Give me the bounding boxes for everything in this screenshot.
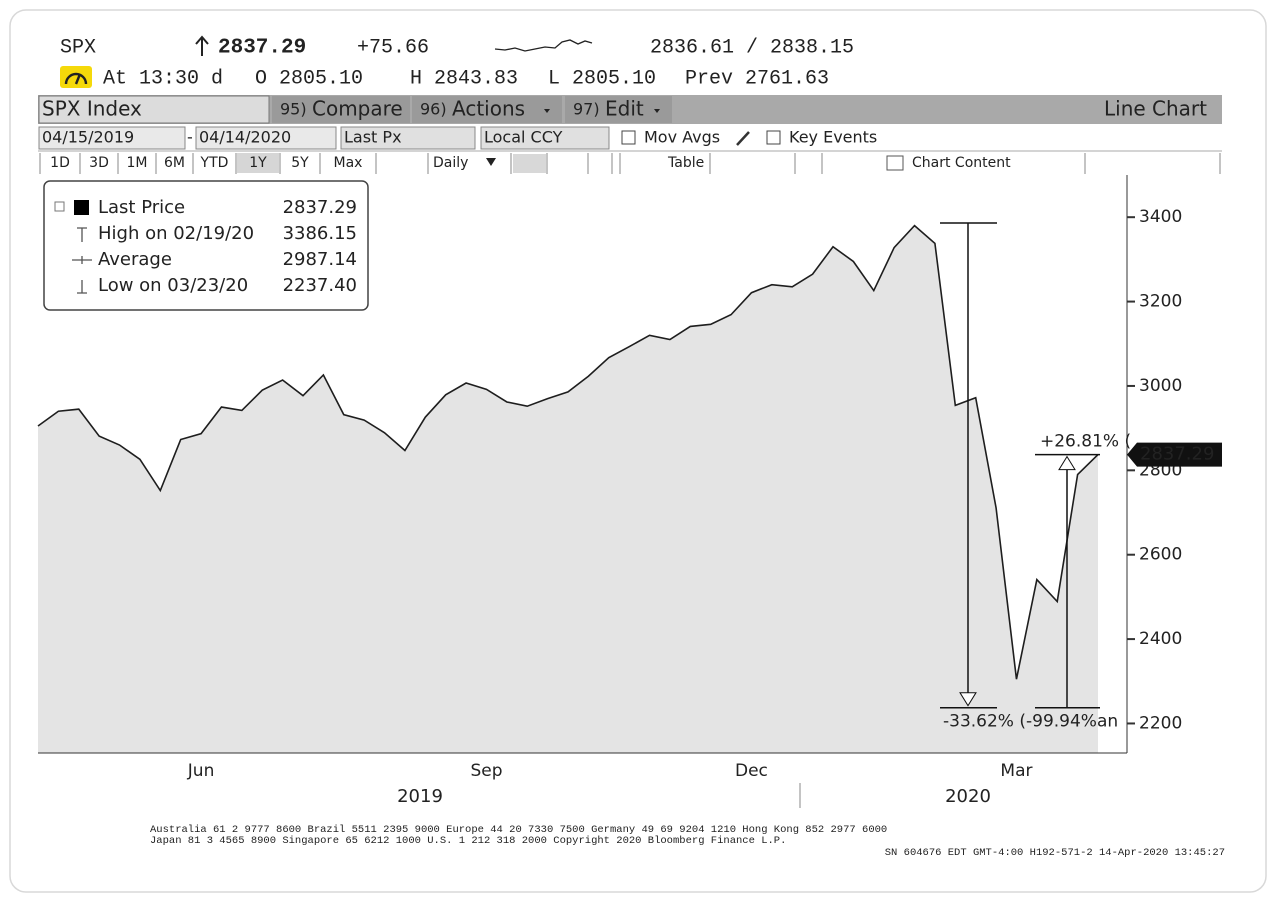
last-price-label: 2837.29 [1140, 444, 1214, 465]
table-button[interactable]: Table [667, 155, 704, 171]
legend-value: 3386.15 [283, 223, 357, 244]
menu-button[interactable] [565, 96, 672, 123]
year-label: 2020 [945, 786, 991, 807]
option: Mov Avgs [644, 128, 720, 147]
menu-label: Edit [605, 97, 644, 121]
time: At 13:30 d [103, 67, 223, 90]
currency: Local CCY [484, 128, 563, 147]
period-button[interactable]: 1D [50, 155, 70, 171]
chart-content-button[interactable]: Chart Content [912, 155, 1011, 171]
period-button[interactable]: YTD [200, 155, 229, 171]
x-tick-label: Sep [470, 761, 502, 781]
menu-label: Compare [312, 97, 403, 121]
y-tick-label: 2600 [1139, 545, 1182, 565]
dropdown-arrow [486, 158, 496, 166]
option: Key Events [789, 128, 877, 147]
legend [43, 180, 369, 311]
date-separator: - [187, 128, 193, 147]
change: +75.66 [357, 36, 429, 59]
end-date: 04/14/2020 [199, 128, 291, 147]
menu-number: 96) [420, 100, 447, 119]
legend-label: Low on 03/23/20 [98, 275, 248, 296]
status-icon [60, 66, 92, 88]
x-tick-label: Mar [1000, 761, 1032, 781]
y-tick-label: 3000 [1139, 376, 1182, 396]
legend-swatch [74, 200, 89, 215]
area [38, 225, 1098, 753]
period-button[interactable]: 5Y [291, 155, 309, 171]
period-button[interactable]: 3D [89, 155, 109, 171]
period-selected [237, 153, 279, 173]
chart-icon [886, 155, 904, 171]
pencil-icon [736, 131, 750, 146]
period-button[interactable]: 6M [164, 155, 185, 171]
period-button[interactable]: 1Y [249, 155, 267, 171]
legend-value: 2987.14 [283, 249, 357, 270]
checkbox[interactable] [621, 130, 636, 145]
dropdown-arrow [654, 109, 660, 113]
legend-value: 2237.40 [283, 275, 357, 296]
gauge [64, 72, 88, 85]
annotation: -33.62% (-99.94%an [943, 712, 1118, 732]
security: SPX Index [42, 97, 142, 121]
menu-label: Actions [452, 97, 525, 121]
end-date-field[interactable] [195, 126, 337, 150]
y-tick-label: 3400 [1139, 207, 1182, 227]
field: Last Px [344, 128, 402, 147]
period-button[interactable]: Max [334, 155, 363, 171]
legend-label: Last Price [98, 197, 185, 218]
y-tick-label: 2400 [1139, 629, 1182, 649]
year-label: 2019 [397, 786, 443, 807]
up-arrow [195, 35, 209, 56]
last-price-tag [1127, 442, 1222, 467]
prev-close: Prev 2761.63 [685, 67, 829, 90]
legend-icons [72, 227, 92, 294]
collapse-icon [54, 201, 65, 212]
x-tick-label: Dec [735, 761, 768, 781]
arrow-head [959, 692, 977, 707]
frequency[interactable]: Daily [433, 155, 468, 171]
high: H 2843.83 [410, 67, 518, 90]
x-tick-label: Jun [187, 761, 215, 781]
menu-number: 97) [573, 100, 600, 119]
last-price: 2837.29 [218, 37, 306, 60]
footer-line: SN 604676 EDT GMT-4:00 H192-571-2 14-Apr… [885, 847, 1225, 859]
start-date-field[interactable] [38, 126, 186, 150]
disabled-field [513, 154, 546, 173]
checkbox[interactable] [766, 130, 781, 145]
settings-row: 04/15/2019 - 04/14/2020 Last Px Local CC… [38, 126, 877, 150]
y-tick-label: 3200 [1139, 292, 1182, 312]
legend-value: 2837.29 [283, 197, 357, 218]
open: O 2805.10 [255, 67, 363, 90]
arrow-head [1058, 455, 1076, 471]
menu-button[interactable] [272, 96, 410, 123]
menu-number: 95) [280, 100, 307, 119]
chart-kind: Line Chart [1104, 97, 1207, 121]
footer-line: Australia 61 2 9777 8600 Brazil 5511 239… [150, 824, 887, 836]
y-tick-label: 2200 [1139, 713, 1182, 733]
dropdown-arrow [544, 109, 550, 113]
security-field[interactable] [38, 95, 270, 124]
menu-button[interactable] [412, 96, 562, 123]
period-button[interactable]: 1M [127, 155, 148, 171]
ticker: SPX [60, 36, 96, 59]
annotation: +26.81% ( [1040, 432, 1131, 452]
price-line [37, 224, 1099, 680]
bid-ask: 2836.61 / 2838.15 [650, 36, 854, 59]
legend-label: Average [98, 249, 172, 270]
sparkline [494, 39, 593, 52]
footer-line: Japan 81 3 4565 8900 Singapore 65 6212 1… [150, 835, 786, 847]
low: L 2805.10 [548, 67, 656, 90]
field-select[interactable] [340, 126, 476, 150]
currency-select[interactable] [480, 126, 610, 150]
legend-label: High on 02/19/20 [98, 223, 254, 244]
start-date: 04/15/2019 [42, 128, 134, 147]
